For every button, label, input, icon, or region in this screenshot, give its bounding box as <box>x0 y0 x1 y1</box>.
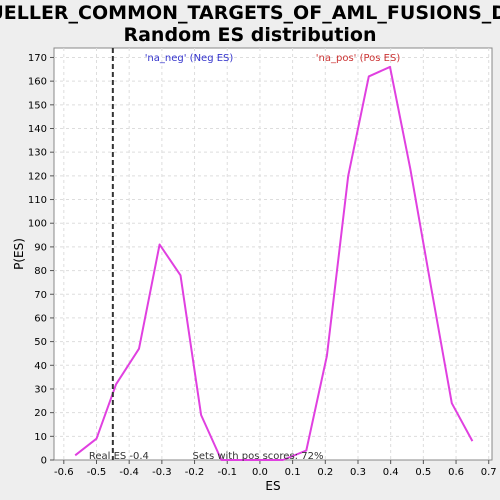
y-tick-label: 20 <box>34 408 47 419</box>
y-tick-label: 100 <box>28 219 47 230</box>
y-axis-label: P(ES) <box>12 238 26 270</box>
plot-area <box>53 47 493 461</box>
x-tick-label: 0.3 <box>350 467 366 478</box>
x-tick-label: 0.7 <box>481 467 497 478</box>
x-tick-label: 0.5 <box>415 467 431 478</box>
x-tick-label: -0.3 <box>152 467 172 478</box>
x-tick-label: -0.5 <box>87 467 107 478</box>
x-tick-label: 0.2 <box>317 467 333 478</box>
y-tick-label: 60 <box>34 313 47 324</box>
x-tick-label: 0.1 <box>285 467 301 478</box>
real-es-label: Real ES -0.4 <box>89 451 149 462</box>
y-tick-label: 0 <box>41 456 47 467</box>
y-tick-label: 160 <box>28 77 47 88</box>
y-tick-label: 10 <box>34 432 47 443</box>
y-tick-label: 110 <box>28 195 47 206</box>
pos-scores-annotation: Sets with pos scores: 72% <box>193 451 324 462</box>
y-tick-label: 40 <box>34 361 47 372</box>
x-tick-label: -0.6 <box>54 467 74 478</box>
chart-title-line2: Random ES distribution <box>123 24 376 46</box>
y-tick-label: 170 <box>28 53 47 64</box>
x-tick-label: -0.2 <box>185 467 205 478</box>
real-es-layer: Real ES -0.4 <box>89 48 149 462</box>
y-tick-label: 30 <box>34 384 47 395</box>
x-tick-label: -0.1 <box>217 467 237 478</box>
na-pos-annotation: 'na_pos' (Pos ES) <box>316 53 401 64</box>
x-tick-label: -0.4 <box>119 467 139 478</box>
chart-title-line1: MUELLER_COMMON_TARGETS_OF_AML_FUSIONS_DN… <box>0 2 500 24</box>
y-tick-label: 90 <box>34 242 47 253</box>
y-tick-label: 150 <box>28 100 47 111</box>
x-tick-label: 0.0 <box>252 467 268 478</box>
y-tick-label: 50 <box>34 337 47 348</box>
x-tick-label: 0.4 <box>383 467 399 478</box>
y-tick-label: 140 <box>28 124 47 135</box>
grid-lines <box>54 48 492 460</box>
series-line <box>74 65 474 461</box>
x-axis-label: ES <box>265 479 280 493</box>
series-layer <box>74 65 474 461</box>
na-neg-annotation: 'na_neg' (Neg ES) <box>145 53 234 64</box>
y-tick-label: 70 <box>34 290 47 301</box>
y-tick-label: 80 <box>34 266 47 277</box>
x-axis-ticks: -0.6 -0.5 -0.4 -0.3 -0.2 -0.1 0.0 0.1 0.2 0.3 0.4 0… <box>54 460 497 478</box>
y-tick-label: 130 <box>28 148 47 159</box>
y-tick-label: 120 <box>28 171 47 182</box>
y-axis-ticks: 0 10 20 30 40 50 60 70 80 90 100 110 120 130 140 150 160… <box>28 53 54 467</box>
x-tick-label: 0.6 <box>448 467 464 478</box>
